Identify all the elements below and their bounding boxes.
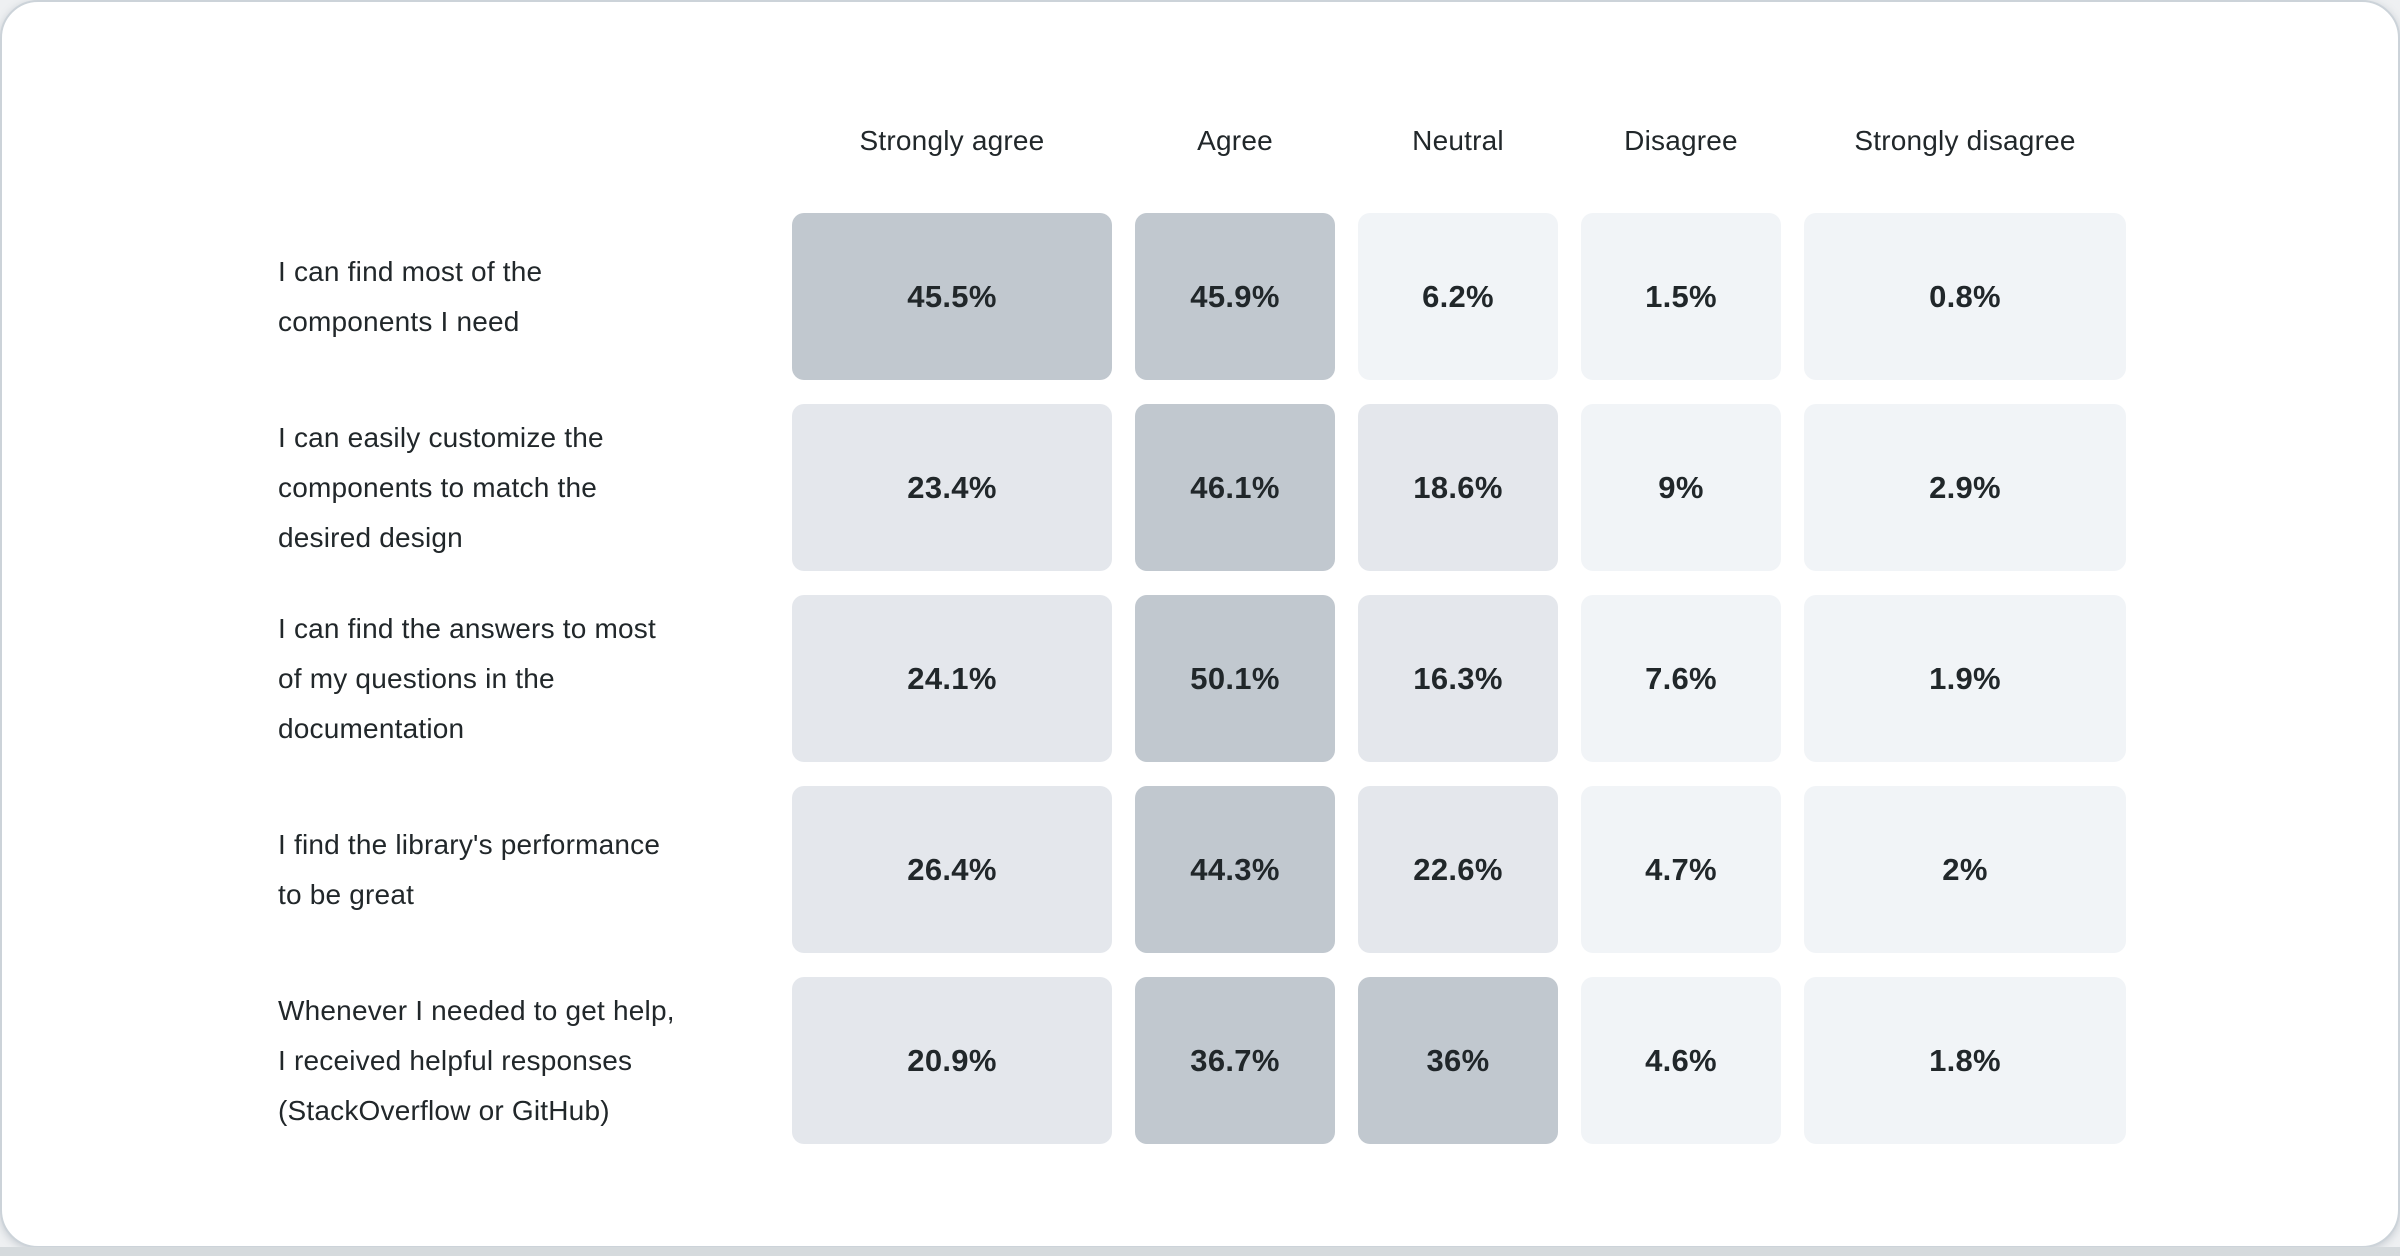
- heatmap-cell: 18.6%: [1358, 404, 1558, 571]
- heatmap-cell: 1.8%: [1804, 977, 2126, 1144]
- heatmap-cell: 22.6%: [1358, 786, 1558, 953]
- heatmap-cell: 9%: [1581, 404, 1781, 571]
- heatmap-cell: 46.1%: [1135, 404, 1335, 571]
- row-label-library-performance: I find the library's performance to be g…: [278, 828, 661, 910]
- survey-heatmap: Strongly agree Agree Neutral Disagree St…: [278, 93, 2126, 1144]
- column-header-neutral: Neutral: [1412, 125, 1504, 156]
- heatmap-cell: 24.1%: [792, 595, 1112, 762]
- column-header-strongly-agree: Strongly agree: [859, 125, 1045, 156]
- heatmap-cell: 36%: [1358, 977, 1558, 1144]
- heatmap-cell: 7.6%: [1581, 595, 1781, 762]
- heatmap-cell: 45.9%: [1135, 213, 1335, 380]
- row-label-helpful-responses: Whenever I needed to get help, I receive…: [278, 994, 675, 1126]
- row-label-customize-components: I can easily customize the components to…: [278, 421, 604, 553]
- bottom-edge-strip: [0, 1247, 2400, 1256]
- heatmap-cell: 1.5%: [1581, 213, 1781, 380]
- column-header-disagree: Disagree: [1624, 125, 1738, 156]
- heatmap-cell: 45.5%: [792, 213, 1112, 380]
- row-label-documentation-answers: I can find the answers to most of my que…: [278, 612, 656, 744]
- heatmap-cell: 20.9%: [792, 977, 1112, 1144]
- corner-spacer: [278, 93, 769, 189]
- column-header-agree: Agree: [1197, 125, 1273, 156]
- heatmap-cell: 4.6%: [1581, 977, 1781, 1144]
- heatmap-cell: 4.7%: [1581, 786, 1781, 953]
- heatmap-cell: 16.3%: [1358, 595, 1558, 762]
- heatmap-cell: 23.4%: [792, 404, 1112, 571]
- heatmap-cell: 44.3%: [1135, 786, 1335, 953]
- heatmap-cell: 26.4%: [792, 786, 1112, 953]
- heatmap-cell: 2.9%: [1804, 404, 2126, 571]
- row-label-find-components: I can find most of the components I need: [278, 255, 543, 337]
- heatmap-cell: 0.8%: [1804, 213, 2126, 380]
- heatmap-cell: 36.7%: [1135, 977, 1335, 1144]
- heatmap-cell: 50.1%: [1135, 595, 1335, 762]
- heatmap-cell: 2%: [1804, 786, 2126, 953]
- heatmap-cell: 6.2%: [1358, 213, 1558, 380]
- column-header-strongly-disagree: Strongly disagree: [1854, 125, 2076, 156]
- heatmap-cell: 1.9%: [1804, 595, 2126, 762]
